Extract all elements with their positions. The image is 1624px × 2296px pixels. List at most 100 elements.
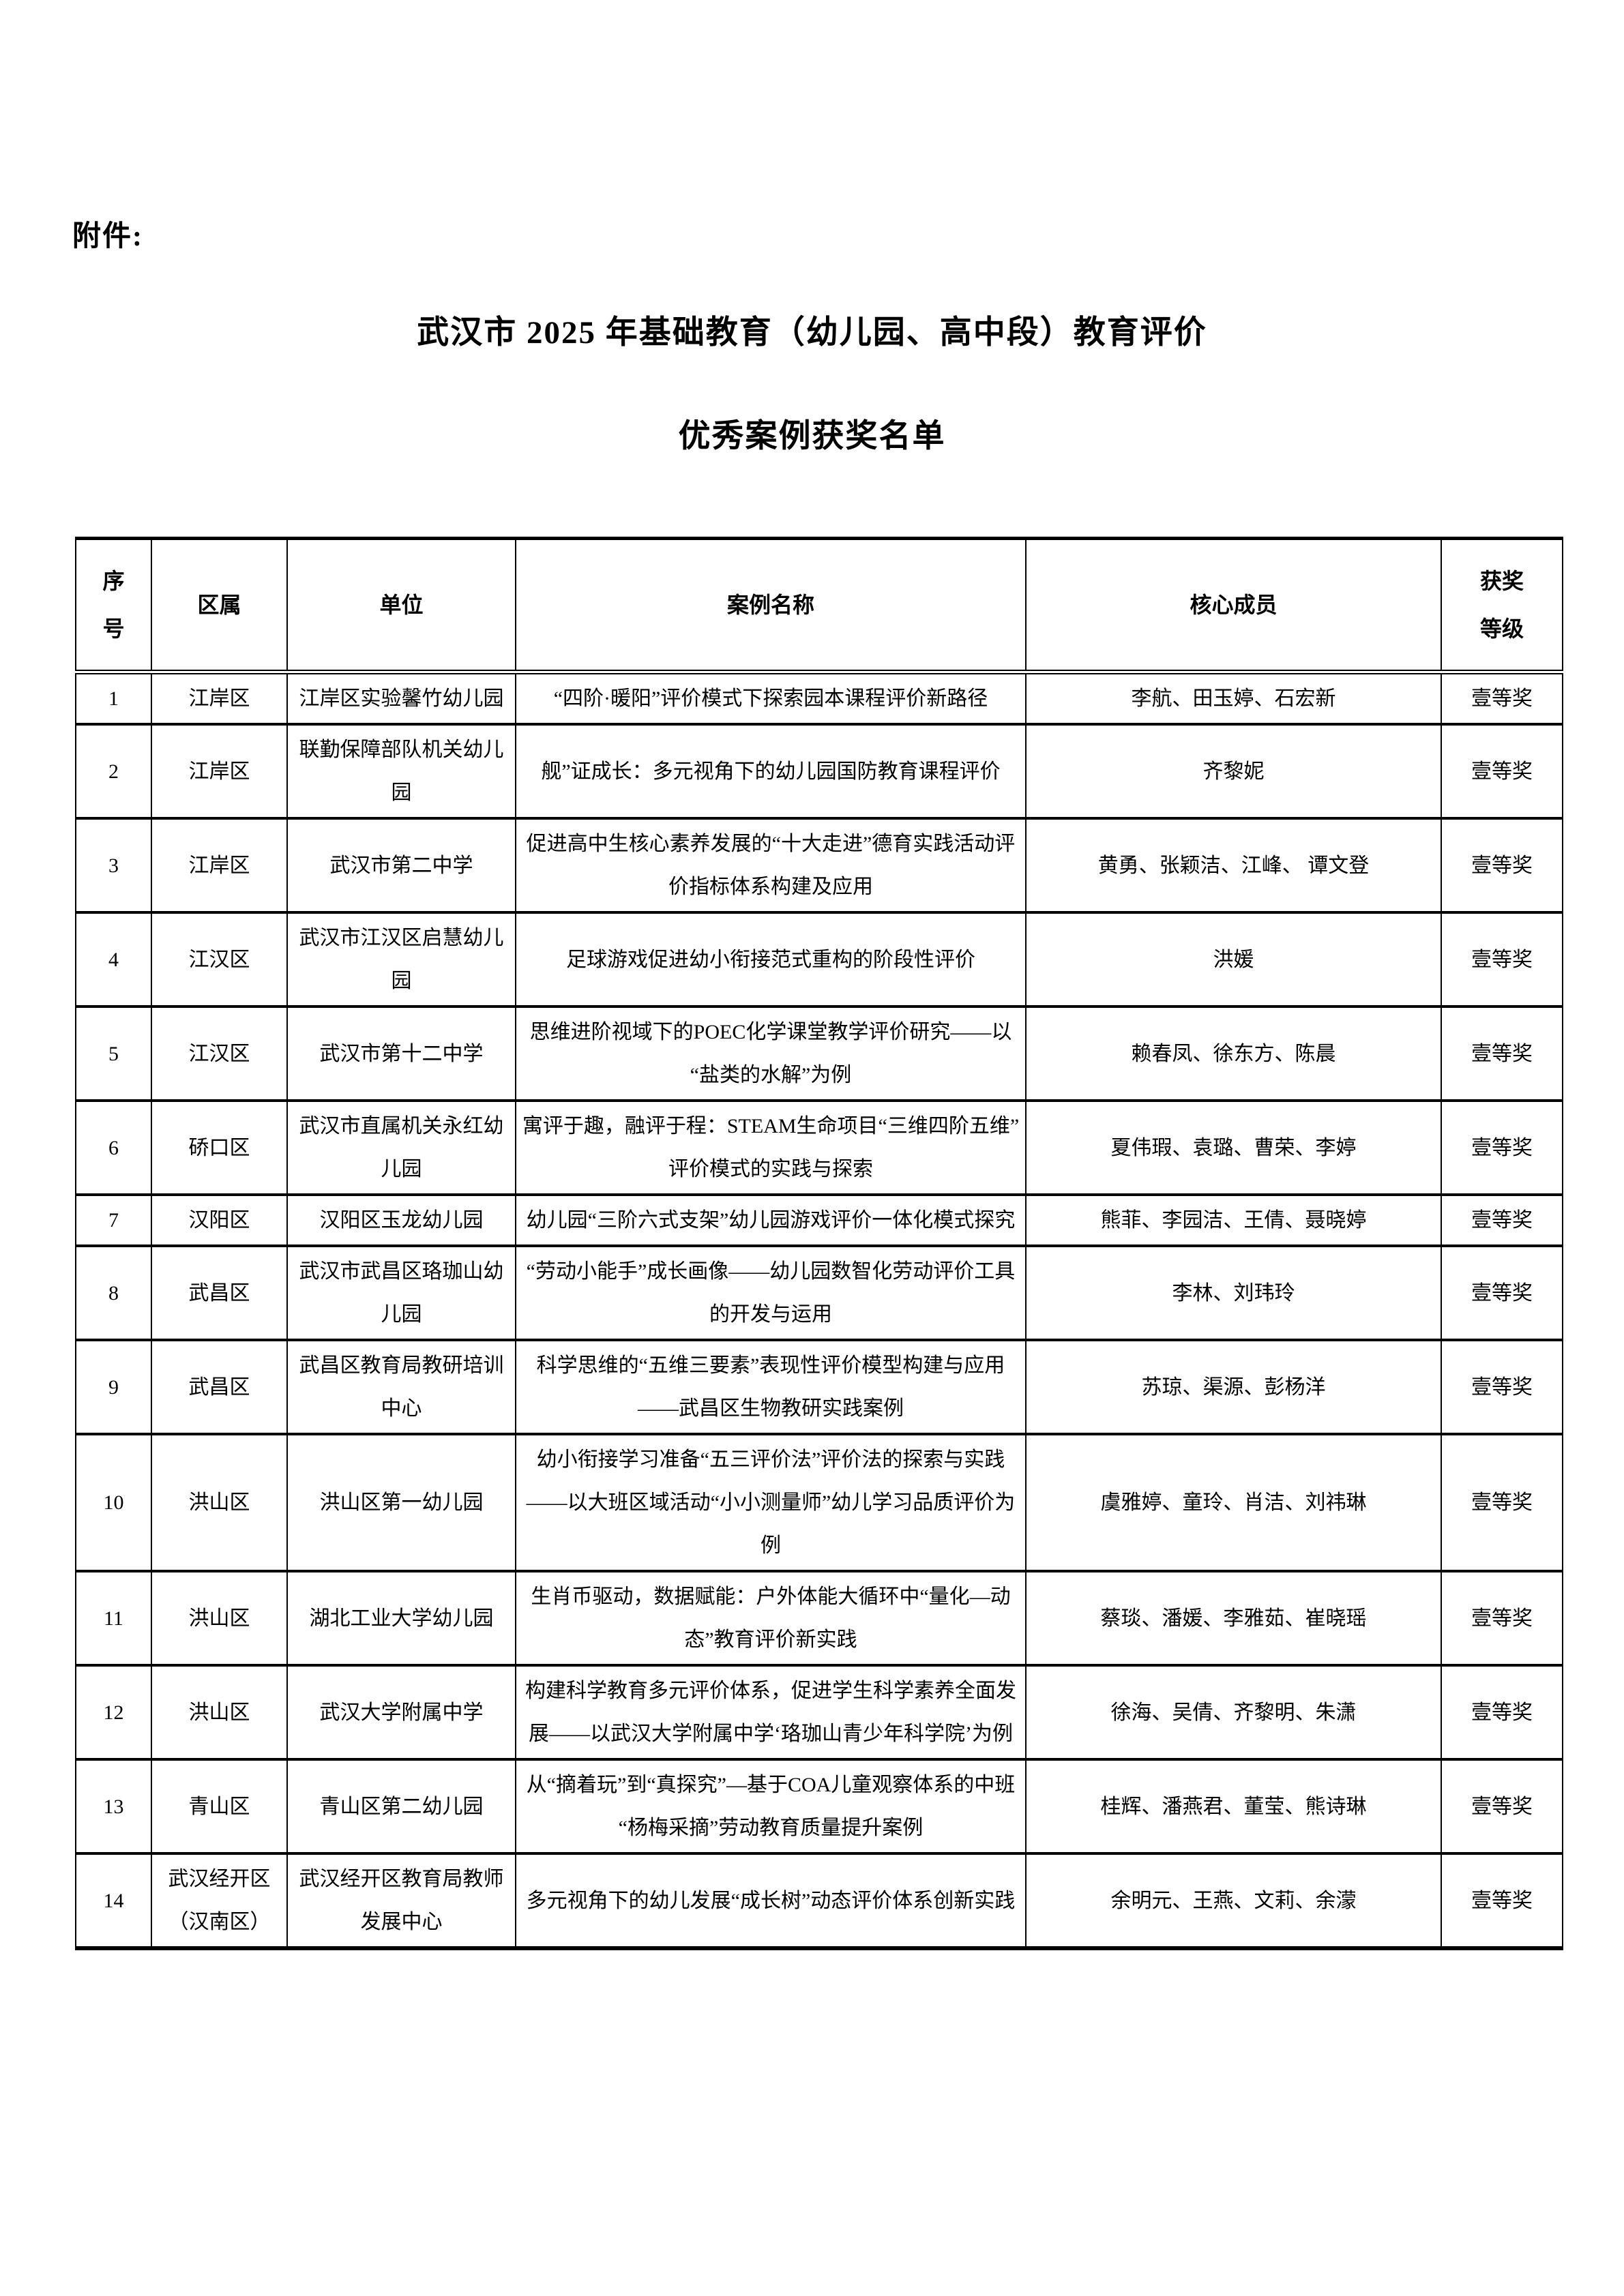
cell-case-name: 幼儿园“三阶六式支架”幼儿园游戏评价一体化模式探究 — [515, 1193, 1027, 1247]
cell-case-name: 思维进阶视域下的POEC化学课堂教学评价研究——以“盐类的水解”为例 — [515, 1005, 1027, 1102]
cell-index: 9 — [75, 1339, 152, 1435]
cell-award: 壹等奖 — [1441, 1339, 1563, 1435]
table-row: 10 洪山区 洪山区第一幼儿园 幼小衔接学习准备“五三评价法”评价法的探索与实践… — [75, 1433, 1563, 1572]
cell-district: 江岸区 — [151, 670, 288, 726]
cell-members: 熊菲、李园洁、王倩、聂晓婷 — [1025, 1193, 1442, 1247]
cell-award: 壹等奖 — [1441, 1244, 1563, 1341]
col-header-district: 区属 — [151, 537, 288, 674]
cell-case-name: 促进高中生核心素养发展的“十大走进”德育实践活动评价指标体系构建及应用 — [515, 817, 1027, 914]
table-row: 12 洪山区 武汉大学附属中学 构建科学教育多元评价体系，促进学生科学素养全面发… — [75, 1664, 1563, 1761]
cell-case-name: “劳动小能手”成长画像——幼儿园数智化劳动评价工具的开发与运用 — [515, 1244, 1027, 1341]
cell-case-name: 舰”证成长：多元视角下的幼儿园国防教育课程评价 — [515, 723, 1027, 820]
cell-unit: 武汉大学附属中学 — [286, 1664, 516, 1761]
cell-award: 壹等奖 — [1441, 1099, 1563, 1196]
cell-index: 3 — [75, 817, 152, 914]
col-header-index: 序 号 — [75, 537, 152, 674]
table-row: 5 江汉区 武汉市第十二中学 思维进阶视域下的POEC化学课堂教学评价研究——以… — [75, 1005, 1563, 1102]
cell-case-name: 足球游戏促进幼小衔接范式重构的阶段性评价 — [515, 911, 1027, 1008]
cell-members: 黄勇、张颖洁、江峰、 谭文登 — [1025, 817, 1442, 914]
cell-index: 4 — [75, 911, 152, 1008]
cell-district: 洪山区 — [151, 1433, 288, 1572]
cell-case-name: 构建科学教育多元评价体系，促进学生科学素养全面发展——以武汉大学附属中学‘珞珈山… — [515, 1664, 1027, 1761]
cell-unit: 武昌区教育局教研培训中心 — [286, 1339, 516, 1435]
table-row: 2 江岸区 联勤保障部队机关幼儿园 舰”证成长：多元视角下的幼儿园国防教育课程评… — [75, 723, 1563, 820]
cell-district: 武昌区 — [151, 1339, 288, 1435]
cell-unit: 洪山区第一幼儿园 — [286, 1433, 516, 1572]
cell-members: 余明元、王燕、文莉、余濛 — [1025, 1852, 1442, 1950]
cell-award: 壹等奖 — [1441, 1433, 1563, 1572]
cell-district: 硚口区 — [151, 1099, 288, 1196]
cell-members: 虞雅婷、童玲、肖洁、刘祎琳 — [1025, 1433, 1442, 1572]
table-row: 13 青山区 青山区第二幼儿园 从“摘着玩”到“真探究”—基于COA儿童观察体系… — [75, 1758, 1563, 1855]
cell-award: 壹等奖 — [1441, 670, 1563, 726]
table-row: 6 硚口区 武汉市直属机关永红幼儿园 寓评于趣，融评于程：STEAM生命项目“三… — [75, 1099, 1563, 1196]
cell-unit: 湖北工业大学幼儿园 — [286, 1570, 516, 1667]
cell-members: 李航、田玉婷、石宏新 — [1025, 670, 1442, 726]
cell-award: 壹等奖 — [1441, 1758, 1563, 1855]
table-row: 11 洪山区 湖北工业大学幼儿园 生肖币驱动，数据赋能：户外体能大循环中“量化—… — [75, 1570, 1563, 1667]
cell-case-name: 幼小衔接学习准备“五三评价法”评价法的探索与实践——以大班区域活动“小小测量师”… — [515, 1433, 1027, 1572]
cell-award: 壹等奖 — [1441, 911, 1563, 1008]
cell-district: 江岸区 — [151, 817, 288, 914]
cell-members: 蔡琰、潘媛、李雅茹、崔晓瑶 — [1025, 1570, 1442, 1667]
cell-case-name: 生肖币驱动，数据赋能：户外体能大循环中“量化—动态”教育评价新实践 — [515, 1570, 1027, 1667]
cell-index: 10 — [75, 1433, 152, 1572]
cell-district: 洪山区 — [151, 1570, 288, 1667]
col-header-award: 获奖 等级 — [1441, 537, 1563, 674]
cell-members: 洪媛 — [1025, 911, 1442, 1008]
cell-index: 11 — [75, 1570, 152, 1667]
cell-district: 青山区 — [151, 1758, 288, 1855]
cell-award: 壹等奖 — [1441, 1570, 1563, 1667]
col-header-unit: 单位 — [286, 537, 516, 674]
cell-unit: 武汉经开区教育局教师发展中心 — [286, 1852, 516, 1950]
cell-case-name: 从“摘着玩”到“真探究”—基于COA儿童观察体系的中班“杨梅采摘”劳动教育质量提… — [515, 1758, 1027, 1855]
document-title-line2: 优秀案例获奖名单 — [678, 419, 946, 454]
cell-award: 壹等奖 — [1441, 1852, 1563, 1950]
cell-award: 壹等奖 — [1441, 1193, 1563, 1247]
cell-unit: 联勤保障部队机关幼儿园 — [286, 723, 516, 820]
cell-index: 13 — [75, 1758, 152, 1855]
cell-award: 壹等奖 — [1441, 723, 1563, 820]
cell-unit: 江岸区实验馨竹幼儿园 — [286, 670, 516, 726]
cell-district: 江岸区 — [151, 723, 288, 820]
cell-unit: 武汉市武昌区珞珈山幼儿园 — [286, 1244, 516, 1341]
table-header-row: 序 号 区属 单位 案例名称 核心成员 获奖 等级 — [75, 537, 1563, 674]
table-row: 7 汉阳区 汉阳区玉龙幼儿园 幼儿园“三阶六式支架”幼儿园游戏评价一体化模式探究… — [75, 1193, 1563, 1247]
cell-index: 2 — [75, 723, 152, 820]
cell-district: 洪山区 — [151, 1664, 288, 1761]
cell-award: 壹等奖 — [1441, 817, 1563, 914]
cell-members: 徐海、吴倩、齐黎明、朱潇 — [1025, 1664, 1442, 1761]
table-row: 4 江汉区 武汉市江汉区启慧幼儿园 足球游戏促进幼小衔接范式重构的阶段性评价 洪… — [75, 911, 1563, 1008]
table-row: 1 江岸区 江岸区实验馨竹幼儿园 “四阶·暖阳”评价模式下探索园本课程评价新路径… — [75, 670, 1563, 726]
cell-case-name: 寓评于趣，融评于程：STEAM生命项目“三维四阶五维”评价模式的实践与探索 — [515, 1099, 1027, 1196]
cell-case-name: 科学思维的“五维三要素”表现性评价模型构建与应用——武昌区生物教研实践案例 — [515, 1339, 1027, 1435]
cell-members: 夏伟瑕、袁璐、曹荣、李婷 — [1025, 1099, 1442, 1196]
cell-index: 14 — [75, 1852, 152, 1950]
cell-case-name: “四阶·暖阳”评价模式下探索园本课程评价新路径 — [515, 670, 1027, 726]
cell-index: 5 — [75, 1005, 152, 1102]
cell-award: 壹等奖 — [1441, 1664, 1563, 1761]
awards-table: 序 号 区属 单位 案例名称 核心成员 获奖 等级 1 江岸区 江岸区实验馨竹幼… — [75, 537, 1563, 1950]
cell-unit: 武汉市直属机关永红幼儿园 — [286, 1099, 516, 1196]
cell-case-name: 多元视角下的幼儿发展“成长树”动态评价体系创新实践 — [515, 1852, 1027, 1950]
table-row: 9 武昌区 武昌区教育局教研培训中心 科学思维的“五维三要素”表现性评价模型构建… — [75, 1339, 1563, 1435]
cell-members: 李林、刘玮玲 — [1025, 1244, 1442, 1341]
cell-index: 6 — [75, 1099, 152, 1196]
cell-index: 7 — [75, 1193, 152, 1247]
cell-members: 齐黎妮 — [1025, 723, 1442, 820]
table-row: 14 武汉经开区（汉南区） 武汉经开区教育局教师发展中心 多元视角下的幼儿发展“… — [75, 1852, 1563, 1950]
cell-unit: 武汉市江汉区启慧幼儿园 — [286, 911, 516, 1008]
attachment-label: 附件: — [72, 221, 143, 252]
cell-unit: 武汉市第二中学 — [286, 817, 516, 914]
cell-index: 12 — [75, 1664, 152, 1761]
table-row: 3 江岸区 武汉市第二中学 促进高中生核心素养发展的“十大走进”德育实践活动评价… — [75, 817, 1563, 914]
col-header-case-name: 案例名称 — [515, 537, 1027, 674]
cell-district: 武汉经开区（汉南区） — [151, 1852, 288, 1950]
cell-district: 江汉区 — [151, 1005, 288, 1102]
col-header-members: 核心成员 — [1025, 537, 1442, 674]
cell-members: 赖春凤、徐东方、陈晨 — [1025, 1005, 1442, 1102]
cell-members: 苏琼、渠源、彭杨洋 — [1025, 1339, 1442, 1435]
document-title-line1: 武汉市 2025 年基础教育（幼儿园、高中段）教育评价 — [417, 315, 1207, 351]
table-row: 8 武昌区 武汉市武昌区珞珈山幼儿园 “劳动小能手”成长画像——幼儿园数智化劳动… — [75, 1244, 1563, 1341]
